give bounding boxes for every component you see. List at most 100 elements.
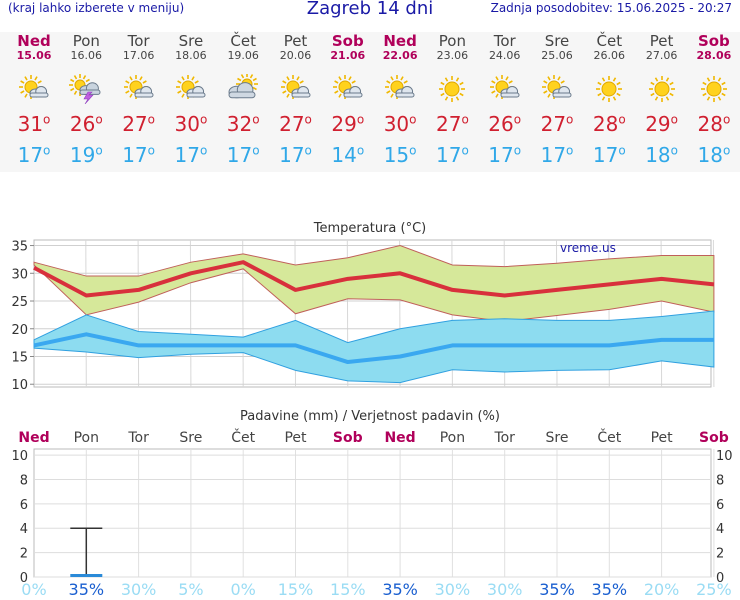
day-date: 19.06 <box>227 49 259 62</box>
y-tick-label-right: 10 <box>716 449 733 464</box>
day-date: 26.06 <box>593 49 626 62</box>
max-temperature: 29o <box>636 112 688 136</box>
day-header: Sob 28.06 <box>688 32 740 62</box>
min-temperature-value: 15 <box>383 143 410 167</box>
y-tick-label: 25 <box>11 295 28 310</box>
y-tick-label: 20 <box>11 323 28 338</box>
day-header: Čet 19.06 <box>217 32 269 62</box>
degree-symbol: o <box>566 112 574 127</box>
y-tick-label: 35 <box>11 240 28 255</box>
precipitation-probability: 35% <box>69 580 105 597</box>
precipitation-chart-title: Padavine (mm) / Verjetnost padavin (%) <box>240 409 500 424</box>
top-bar: (kraj lahko izberete v meniju) Zagreb 14… <box>0 0 740 20</box>
y-tick-label-right: 0 <box>716 571 724 586</box>
min-temperature-value: 17 <box>17 143 44 167</box>
day-header: Pon 23.06 <box>426 32 478 62</box>
partly-cloudy-sun-icon <box>16 74 68 104</box>
y-tick-label-right: 8 <box>716 473 724 488</box>
day-header: Sob 21.06 <box>322 32 374 62</box>
precipitation-probability: 30% <box>121 580 157 597</box>
partly-cloudy-sun-icon <box>121 74 173 104</box>
day-name: Sob <box>697 32 730 50</box>
degree-symbol: o <box>513 143 522 158</box>
day-header: Tor 24.06 <box>479 32 531 62</box>
watermark: vreme.us <box>560 241 616 255</box>
sun-icon <box>591 74 643 104</box>
day-name: Sob <box>331 32 364 50</box>
day-name: Tor <box>127 32 150 50</box>
degree-symbol: o <box>199 143 208 158</box>
max-temperature: 26o <box>60 112 112 136</box>
last-update-text: Zadnja posodobitev: 15.06.2025 - 20:27 <box>490 1 732 15</box>
min-temperature: 17o <box>113 143 165 167</box>
partly-cloudy-sun-icon <box>539 74 591 104</box>
max-temperature: 29o <box>322 112 374 136</box>
min-temperature: 17o <box>165 143 217 167</box>
min-temperature: 17o <box>270 143 322 167</box>
day-header: Ned 15.06 <box>8 32 60 62</box>
degree-symbol: o <box>43 143 51 158</box>
degree-symbol: o <box>722 112 731 127</box>
thunderstorm-sun-icon <box>68 74 120 105</box>
day-date: 16.06 <box>70 49 103 62</box>
precipitation-probability: 30% <box>487 580 523 597</box>
min-temperature: 18o <box>636 143 688 167</box>
day-date: 21.06 <box>330 49 366 62</box>
day-date: 18.06 <box>175 49 207 62</box>
day-header: Pon 16.06 <box>60 32 112 62</box>
degree-symbol: o <box>461 143 469 158</box>
degree-symbol: o <box>356 143 365 158</box>
min-temperature-value: 17 <box>174 143 200 167</box>
max-temperature: 27o <box>531 112 583 136</box>
day-name: Ned <box>383 32 417 50</box>
vertical-gridline <box>137 239 140 388</box>
min-temperature-value: 17 <box>435 143 462 167</box>
precipitation-probability: 15% <box>278 580 314 597</box>
sun-icon <box>696 74 740 104</box>
cloudy-sun-icon <box>225 73 277 104</box>
max-temperature-value: 29 <box>331 112 357 136</box>
day-header: Tor 17.06 <box>113 32 165 62</box>
min-temperature: 17o <box>583 143 635 167</box>
degree-symbol: o <box>304 112 312 127</box>
partly-cloudy-sun-icon <box>278 74 330 104</box>
precipitation-probability: 30% <box>435 580 471 597</box>
precipitation-chart: Padavine (mm) / Verjetnost padavin (%) Ne… <box>11 409 733 597</box>
min-temperature: 17o <box>8 143 60 167</box>
min-temperature-value: 18 <box>645 143 671 167</box>
degree-symbol: o <box>147 112 155 127</box>
day-label: Pet <box>651 430 674 446</box>
day-header: Sre 18.06 <box>165 32 217 62</box>
max-temperature: 32o <box>217 112 269 136</box>
y-tick-label: 30 <box>11 267 28 282</box>
min-temperature: 17o <box>531 143 583 167</box>
degree-symbol: o <box>670 143 678 158</box>
day-header: Pet 27.06 <box>636 32 688 62</box>
max-temperature-value: 26 <box>69 112 96 136</box>
y-tick-label-left: 4 <box>20 522 28 537</box>
max-temperature: 27o <box>270 112 322 136</box>
degree-symbol: o <box>618 143 626 158</box>
max-temperature: 30o <box>374 112 426 136</box>
max-temperature-value: 30 <box>174 112 200 136</box>
day-label: Tor <box>127 430 149 446</box>
day-header: Čet 26.06 <box>583 32 635 62</box>
max-temperature: 30o <box>165 112 217 136</box>
precipitation-probability: 0% <box>21 580 46 597</box>
day-name: Čet <box>596 32 623 50</box>
y-tick-label-right: 2 <box>716 547 724 562</box>
day-label: Sob <box>333 430 363 446</box>
degree-symbol: o <box>95 143 103 158</box>
y-tick-label-right: 4 <box>716 522 724 537</box>
min-temperature-value: 14 <box>331 143 357 167</box>
min-temperature: 14o <box>322 143 374 167</box>
min-temperature-value: 19 <box>69 143 96 167</box>
sun-icon <box>644 74 696 104</box>
day-name: Pet <box>649 32 674 50</box>
degree-symbol: o <box>147 143 155 158</box>
day-name: Pet <box>283 32 308 50</box>
partly-cloudy-sun-icon <box>382 74 434 104</box>
day-name: Pon <box>438 32 466 50</box>
temperature-chart-title: Temperatura (°C) <box>313 221 426 236</box>
day-date: 28.06 <box>696 49 732 62</box>
